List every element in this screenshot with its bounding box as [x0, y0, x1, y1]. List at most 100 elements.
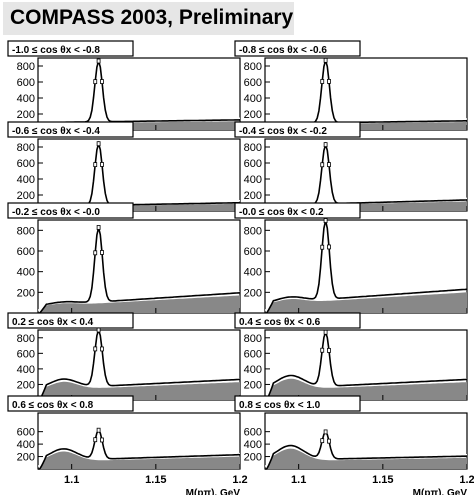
data-point: [93, 250, 98, 256]
data-point: [323, 57, 328, 63]
y-tick-label: 200: [17, 109, 35, 121]
data-point: [93, 437, 98, 443]
fit-curve: [38, 227, 241, 314]
panel-label-box: [7, 40, 134, 57]
y-tick-label: 600: [244, 427, 262, 439]
y-tick-label: 200: [244, 452, 262, 464]
data-point: [323, 142, 328, 148]
y-tick-label: 800: [17, 225, 35, 237]
panel-label-box: [234, 121, 361, 138]
panel-label: 0.4 ≤ cos θx < 0.6: [239, 317, 321, 328]
x-tick-label: 1.1: [291, 474, 306, 486]
panel-label: -1.0 ≤ cos θx < -0.8: [12, 45, 100, 56]
data-point: [96, 327, 101, 333]
y-tick-label: 200: [244, 109, 262, 121]
y-tick-label: 800: [244, 61, 262, 73]
data-point: [93, 79, 98, 85]
x-tick-label: 1.2: [459, 474, 474, 486]
panel-label: -0.6 ≤ cos θx < -0.4: [12, 126, 100, 137]
panel-2: -0.8 ≤ cos θx < -0.6 200 400 600 800: [234, 40, 468, 131]
background-fill: [38, 295, 240, 313]
panel-3: -0.6 ≤ cos θx < -0.4 200 400 600 800: [7, 121, 241, 212]
x-tick-label: 1.15: [145, 474, 166, 486]
panel-label: -0.8 ≤ cos θx < -0.6: [239, 45, 327, 56]
data-point: [96, 141, 101, 147]
y-tick-label: 600: [17, 348, 35, 360]
x-axis-label: M(pπ), GeV: [186, 488, 241, 495]
x-tick-label: 1.1: [64, 474, 79, 486]
y-tick-label: 600: [244, 348, 262, 360]
data-point: [327, 79, 331, 84]
data-point: [320, 438, 325, 444]
data-point: [93, 346, 98, 352]
panel-label: 0.8 ≤ cos θx < 1.0: [239, 400, 321, 411]
data-point: [320, 244, 325, 250]
background-fill: [265, 378, 467, 400]
data-point: [100, 346, 104, 352]
panel-1: -1.0 ≤ cos θx < -0.8 200 400 600 800: [7, 40, 241, 131]
panel-label-box: [7, 395, 134, 412]
fit-curve: [265, 329, 468, 401]
panel-label-box: [7, 121, 134, 138]
y-tick-label: 600: [244, 77, 262, 89]
data-point: [323, 329, 328, 335]
y-tick-label: 600: [17, 427, 35, 439]
data-point: [327, 438, 331, 444]
data-point: [327, 348, 331, 353]
fit-curve: [38, 428, 240, 470]
data-point: [320, 79, 325, 84]
data-point: [100, 437, 104, 443]
background-fill: [38, 451, 240, 469]
y-tick-label: 400: [17, 267, 35, 279]
panel-6: -0.0 ≤ cos θx < 0.2 200 400 600 800: [234, 202, 468, 314]
data-point: [327, 244, 331, 250]
panel-label: 0.2 ≤ cos θx < 0.4: [12, 317, 94, 328]
y-tick-label: 200: [17, 452, 35, 464]
x-tick-label: 1.15: [372, 474, 393, 486]
y-tick-label: 200: [17, 379, 35, 391]
y-tick-label: 800: [244, 142, 262, 154]
y-tick-label: 200: [244, 287, 262, 299]
y-tick-label: 600: [17, 158, 35, 170]
panel-label-box: [234, 312, 361, 329]
panel-label-box: [234, 395, 361, 412]
data-point: [320, 347, 325, 353]
data-point: [93, 162, 98, 168]
panel-7: 0.2 ≤ cos θx < 0.4 200 400 600 800: [7, 312, 241, 401]
data-point: [320, 162, 325, 168]
y-tick-label: 200: [17, 287, 35, 299]
y-tick-label: 200: [244, 190, 262, 202]
panel-label-box: [234, 40, 361, 57]
plot-frame: [37, 138, 241, 212]
y-tick-label: 800: [244, 225, 262, 237]
background-curve: [38, 117, 240, 128]
panel-label-box: [7, 312, 134, 329]
panel-5: -0.2 ≤ cos θx < -0.0 200 400 600 800: [7, 202, 241, 314]
data-point: [96, 225, 101, 230]
y-tick-label: 200: [244, 379, 262, 391]
data-point: [96, 58, 101, 64]
y-tick-label: 800: [244, 333, 262, 345]
y-tick-label: 400: [17, 174, 35, 186]
y-tick-label: 800: [17, 142, 35, 154]
y-tick-label: 600: [17, 246, 35, 258]
panel-label-box: [234, 202, 361, 219]
y-tick-label: 400: [17, 93, 35, 105]
panel-label: -0.2 ≤ cos θx < -0.0: [12, 207, 100, 218]
x-tick-label: 1.2: [232, 474, 247, 486]
y-tick-label: 600: [244, 158, 262, 170]
fit-curve: [265, 430, 468, 470]
data-point: [323, 218, 328, 223]
background-fill: [265, 292, 467, 313]
background-fill: [265, 448, 467, 469]
panel-8: 0.4 ≤ cos θx < 0.6 200 400 600 800: [234, 312, 468, 401]
fit-curve: [265, 220, 468, 314]
y-tick-label: 600: [244, 246, 262, 258]
panel-label-box: [7, 202, 134, 219]
background-curve: [265, 118, 467, 128]
y-tick-label: 400: [244, 364, 262, 376]
data-point: [327, 162, 331, 167]
